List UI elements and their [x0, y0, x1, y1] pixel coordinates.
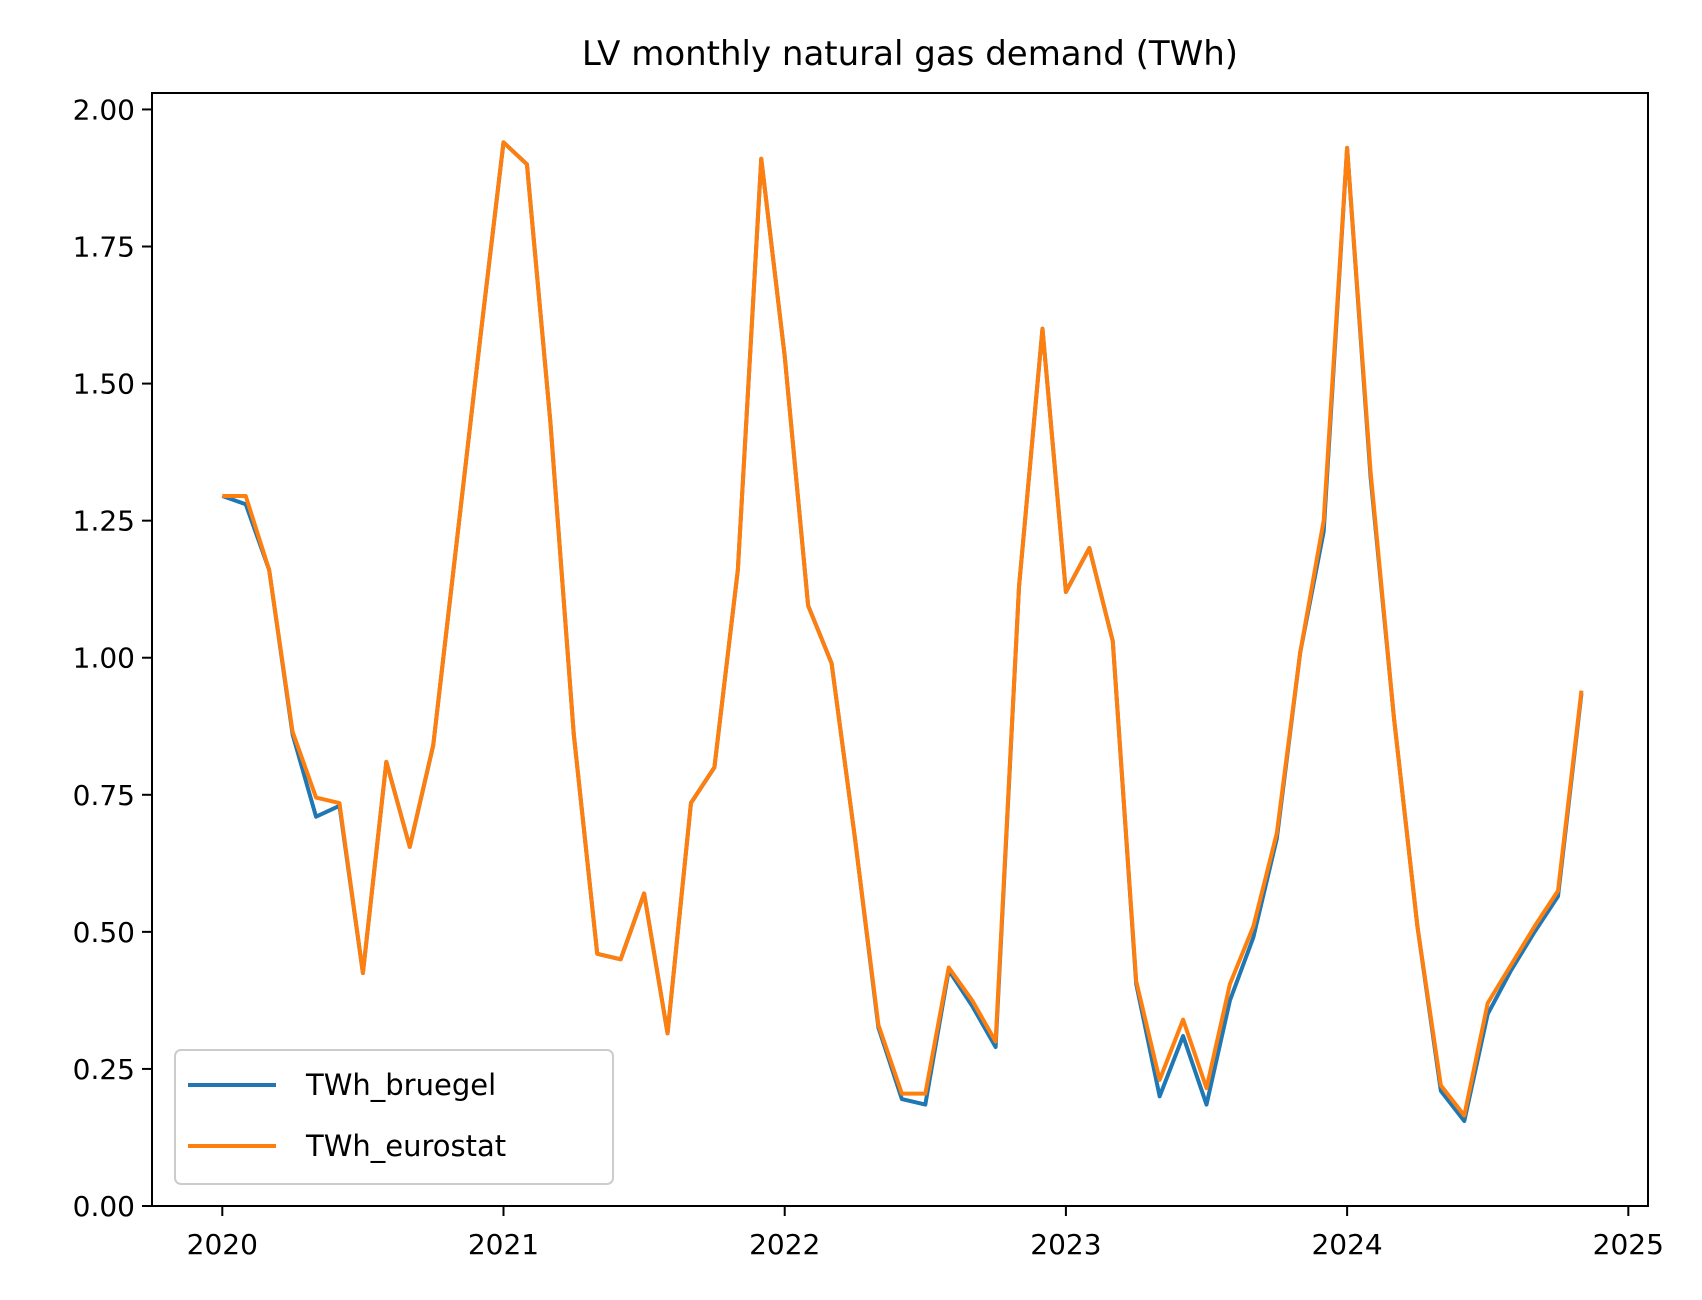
y-tick-label: 1.75	[73, 231, 135, 264]
x-tick-label: 2020	[187, 1228, 258, 1261]
chart-title: LV monthly natural gas demand (TWh)	[582, 34, 1238, 74]
x-tick-label: 2025	[1593, 1228, 1664, 1261]
y-tick-label: 2.00	[73, 93, 135, 126]
x-axis: 2020 2021 2022 2023 2024 2025	[187, 1206, 1664, 1261]
y-tick-label: 1.50	[73, 368, 135, 401]
y-tick-label: 0.00	[73, 1190, 135, 1223]
plot-frame	[151, 92, 1649, 1207]
legend-label-eurostat: TWh_eurostat	[305, 1129, 506, 1163]
legend-label-bruegel: TWh_bruegel	[305, 1068, 496, 1102]
y-tick-label: 0.75	[73, 779, 135, 812]
y-tick-label: 0.25	[73, 1053, 135, 1086]
x-tick-label: 2024	[1311, 1228, 1382, 1261]
y-tick-label: 0.50	[73, 916, 135, 949]
legend-box	[174, 1049, 614, 1185]
y-tick-label: 1.25	[73, 505, 135, 538]
x-tick-label: 2023	[1030, 1228, 1101, 1261]
legend: TWh_bruegel TWh_eurostat	[174, 1049, 614, 1185]
y-axis: 0.00 0.25 0.50 0.75 1.00 1.25 1.50 1.75 2.00	[73, 93, 152, 1223]
series-line-TWh_eurostat	[222, 140, 1584, 1118]
x-tick-label: 2021	[468, 1228, 539, 1261]
x-tick-label: 2022	[749, 1228, 820, 1261]
plot-lines	[221, 140, 1584, 1124]
y-tick-label: 1.00	[73, 642, 135, 675]
